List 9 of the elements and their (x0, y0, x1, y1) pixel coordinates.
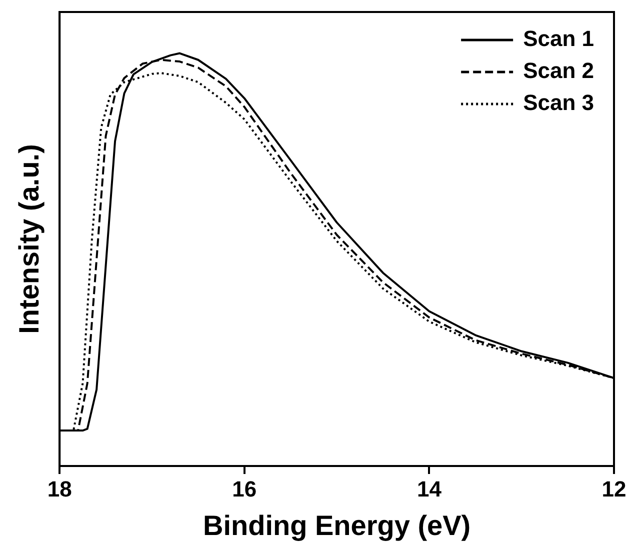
legend-label: Scan 3 (523, 90, 594, 116)
x-tick-label: 12 (602, 476, 626, 502)
x-tick-label: 16 (232, 476, 257, 502)
y-axis-title: Intensity (a.u.) (14, 144, 45, 334)
x-axis-title: Binding Energy (eV) (203, 510, 471, 541)
x-tick-label: 18 (47, 476, 72, 502)
legend-label: Scan 1 (523, 26, 594, 52)
legend-label: Scan 2 (523, 58, 594, 84)
x-tick-label: 14 (416, 476, 442, 502)
